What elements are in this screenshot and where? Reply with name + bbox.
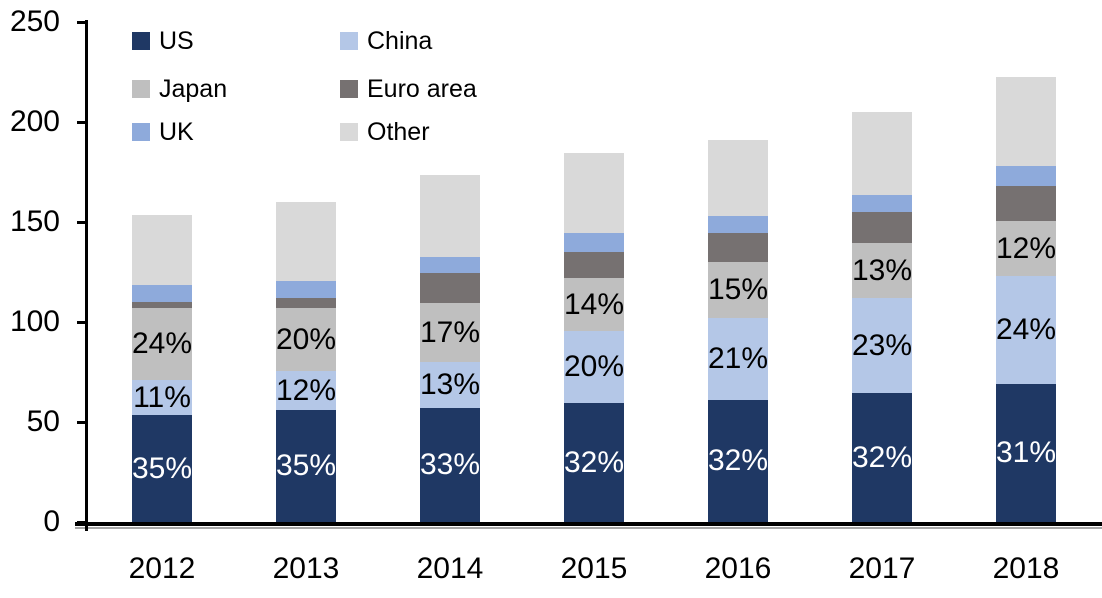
- bar-value-label-china-2018: 24%: [995, 313, 1057, 346]
- bar-value-label-japan-2018: 12%: [995, 231, 1057, 265]
- bar-segment-other-2018: [996, 77, 1056, 166]
- bar-value-label-us-2013: 35%: [275, 449, 337, 482]
- bar-segment-china-2018: [996, 276, 1056, 384]
- bar-value-label-us-2014: 33%: [419, 448, 481, 481]
- bar-value-label-us-2012: 35%: [131, 451, 193, 485]
- x-axis-line: [75, 522, 1102, 526]
- bar-value-label-china-2014: 13%: [419, 368, 481, 401]
- legend-swatch-japan: [132, 80, 150, 98]
- legend-label-euro-area: Euro area: [367, 75, 477, 103]
- x-axis-label-2016: 2016: [704, 552, 772, 585]
- bar-segment-euro-area-2014: [420, 273, 480, 303]
- bar-segment-euro-area-2016: [708, 233, 768, 262]
- legend-label-japan: Japan: [159, 75, 228, 103]
- bar-segment-other-2016: [708, 140, 768, 216]
- bar-value-label-japan-2013: 20%: [275, 322, 337, 356]
- bar-segment-uk-2015: [564, 233, 624, 252]
- bar-segment-china-2012: [132, 380, 192, 415]
- bar-value-label-china-2013: 12%: [275, 373, 337, 407]
- bar-segment-china-2015: [564, 331, 624, 403]
- bar-value-label-japan-2014: 17%: [419, 315, 481, 349]
- bar-value-label-us-2016: 32%: [707, 444, 769, 477]
- y-axis-tick-label: 0: [43, 505, 60, 538]
- bar-segment-us-2013: [276, 410, 336, 522]
- bar-value-label-japan-2017: 13%: [851, 253, 913, 287]
- bar-segment-japan-2015: [564, 278, 624, 331]
- y-axis-tick-label: 200: [9, 105, 60, 138]
- bar-segment-japan-2014: [420, 303, 480, 362]
- legend-swatch-china: [340, 32, 358, 50]
- y-axis-tick: [77, 121, 86, 124]
- bar-segment-other-2012: [132, 215, 192, 285]
- bar-value-label-japan-2015: 14%: [563, 287, 625, 321]
- x-axis-label-2013: 2013: [272, 552, 340, 585]
- legend-swatch-other: [340, 123, 358, 141]
- y-axis-tick-label: 50: [26, 405, 60, 438]
- y-axis-tick: [77, 421, 86, 424]
- bar-value-label-us-2018: 31%: [995, 436, 1057, 469]
- bar-segment-uk-2013: [276, 281, 336, 298]
- bar-segment-uk-2012: [132, 285, 192, 302]
- bar-segment-china-2017: [852, 298, 912, 393]
- bar-segment-euro-area-2012: [132, 302, 192, 308]
- x-axis-label-2017: 2017: [848, 552, 916, 585]
- y-axis-tick: [77, 221, 86, 224]
- bar-segment-uk-2018: [996, 166, 1056, 186]
- bar-value-label-china-2015: 20%: [563, 350, 625, 383]
- bar-segment-japan-2017: [852, 243, 912, 298]
- bar-segment-us-2015: [564, 403, 624, 522]
- bar-value-label-china-2012: 11%: [133, 380, 191, 414]
- bar-segment-other-2015: [564, 153, 624, 233]
- legend-swatch-uk: [132, 123, 150, 141]
- bar-segment-us-2016: [708, 400, 768, 522]
- x-axis-shadow-line: [75, 527, 1102, 529]
- bar-segment-euro-area-2015: [564, 252, 624, 278]
- bar-value-label-us-2015: 32%: [563, 445, 625, 479]
- bar-value-label-japan-2012: 24%: [131, 327, 193, 360]
- legend-swatch-euro-area: [340, 80, 358, 98]
- x-axis-label-2014: 2014: [416, 552, 484, 585]
- legend-label-us: US: [159, 27, 194, 55]
- bar-segment-us-2014: [420, 408, 480, 522]
- bar-segment-japan-2018: [996, 221, 1056, 276]
- bar-segment-china-2016: [708, 318, 768, 400]
- y-axis-tick-label: 250: [9, 5, 60, 38]
- bar-segment-euro-area-2018: [996, 186, 1056, 221]
- bar-segment-other-2014: [420, 175, 480, 257]
- bar-segment-japan-2013: [276, 308, 336, 371]
- x-axis-origin-tick: [85, 522, 88, 531]
- bar-segment-uk-2016: [708, 216, 768, 233]
- y-axis-tick-label: 150: [9, 205, 60, 238]
- y-axis-tick: [77, 21, 86, 24]
- bar-segment-uk-2014: [420, 257, 480, 273]
- bar-value-label-us-2017: 32%: [851, 440, 913, 474]
- legend-label-uk: UK: [159, 118, 194, 146]
- x-axis-label-2012: 2012: [128, 552, 196, 585]
- x-axis-label-2018: 2018: [992, 552, 1060, 585]
- bar-segment-japan-2012: [132, 308, 192, 380]
- bar-segment-japan-2016: [708, 262, 768, 318]
- bar-segment-euro-area-2013: [276, 298, 336, 308]
- legend-label-china: China: [367, 27, 433, 55]
- bar-segment-us-2018: [996, 384, 1056, 522]
- bar-segment-us-2017: [852, 393, 912, 522]
- bar-segment-us-2012: [132, 415, 192, 522]
- x-axis-label-2015: 2015: [560, 552, 628, 585]
- bar-segment-other-2017: [852, 112, 912, 195]
- bar-segment-china-2014: [420, 362, 480, 408]
- y-axis-tick-label: 100: [9, 305, 60, 338]
- bar-segment-other-2013: [276, 202, 336, 281]
- bar-segment-euro-area-2017: [852, 212, 912, 243]
- legend-label-other: Other: [367, 118, 430, 146]
- y-axis-tick: [77, 321, 86, 324]
- bar-value-label-china-2017: 23%: [851, 328, 913, 362]
- y-axis-tick: [77, 521, 86, 524]
- bar-segment-china-2013: [276, 371, 336, 410]
- bar-value-label-japan-2016: 15%: [707, 273, 769, 306]
- bar-value-label-china-2016: 21%: [707, 342, 769, 375]
- bar-segment-uk-2017: [852, 195, 912, 212]
- legend-swatch-us: [132, 32, 150, 50]
- y-axis-line: [85, 20, 88, 522]
